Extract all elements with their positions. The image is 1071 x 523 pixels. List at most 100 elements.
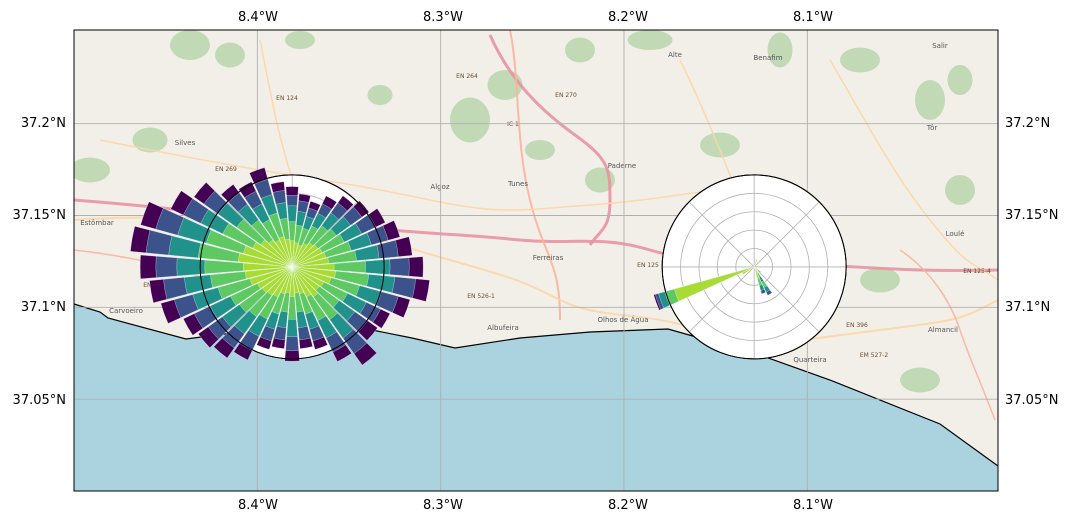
vegetation-patch bbox=[840, 47, 880, 73]
vegetation-patch bbox=[900, 367, 940, 393]
place-label: Carvoeiro bbox=[109, 307, 143, 315]
vegetation-patch bbox=[565, 37, 595, 63]
rose-bar bbox=[292, 266, 299, 294]
vegetation-patch bbox=[700, 132, 740, 158]
vegetation-patch bbox=[367, 85, 393, 105]
road bbox=[488, 34, 612, 246]
rose-spoke bbox=[688, 201, 755, 268]
coastline bbox=[74, 303, 998, 467]
rose-bar bbox=[249, 266, 293, 286]
place-label: Benafim bbox=[753, 54, 782, 62]
rose-bar bbox=[754, 266, 759, 271]
rose-outline bbox=[199, 174, 385, 360]
rose-bar bbox=[262, 266, 293, 293]
rose-bar bbox=[275, 239, 293, 268]
vegetation-patch bbox=[132, 127, 168, 153]
vegetation-patch bbox=[525, 140, 555, 160]
rose-bar bbox=[292, 266, 332, 284]
rose-bar bbox=[285, 266, 293, 294]
place-label: Estômbar bbox=[80, 219, 114, 227]
place-label: Paderne bbox=[608, 162, 636, 170]
road bbox=[829, 59, 998, 281]
rose-bar bbox=[292, 263, 335, 271]
place-label: Ferreiras bbox=[533, 254, 564, 262]
rose-bar bbox=[292, 266, 336, 279]
tick-right-2: 37.15°N bbox=[1005, 208, 1058, 223]
tick-top-1: 8.4°W bbox=[238, 10, 278, 25]
lat-ticks-right: 37.2°N 37.15°N 37.1°N 37.05°N bbox=[1005, 116, 1058, 408]
rose-bar bbox=[292, 266, 320, 291]
rose-bar bbox=[245, 266, 293, 279]
rose-bar bbox=[292, 252, 327, 268]
place-label: Olhos de Água bbox=[598, 315, 649, 324]
rose-bar bbox=[292, 247, 323, 268]
road-label: EN 526-1 bbox=[467, 293, 495, 300]
rose-bar bbox=[238, 253, 293, 268]
lon-ticks-top: 8.4°W 8.3°W 8.2°W 8.1°W bbox=[238, 10, 833, 25]
rose-spoke bbox=[753, 266, 820, 333]
rose-bar bbox=[284, 238, 293, 267]
rose-bar bbox=[292, 244, 302, 267]
place-label: Quarteira bbox=[793, 356, 826, 364]
rose-bar bbox=[243, 245, 293, 268]
road bbox=[899, 249, 996, 421]
rose-bar bbox=[674, 266, 755, 302]
rose-bar bbox=[292, 242, 299, 267]
rose-bar bbox=[292, 242, 314, 268]
road-label: EN 125 bbox=[637, 262, 659, 269]
rose-bar bbox=[292, 266, 304, 295]
place-label: Almancil bbox=[928, 326, 958, 334]
rose-bar bbox=[268, 239, 293, 268]
tick-bottom-1: 8.4°W bbox=[238, 498, 278, 513]
rose-bar bbox=[278, 236, 293, 267]
rose-bar bbox=[292, 266, 319, 298]
tick-right-4: 37.05°N bbox=[1005, 393, 1058, 408]
place-label: Tunes bbox=[507, 180, 528, 188]
rose-west bbox=[130, 167, 430, 366]
road-label: IC 1 bbox=[507, 121, 519, 128]
vegetation-patch bbox=[74, 157, 110, 183]
rose-bar bbox=[267, 266, 293, 296]
tick-top-4: 8.1°W bbox=[793, 10, 833, 25]
road-label: EN 270 bbox=[555, 92, 577, 99]
place-label: Loulé bbox=[946, 230, 965, 238]
place-label: Albufeira bbox=[487, 324, 519, 332]
road bbox=[99, 139, 761, 211]
rose-outline bbox=[661, 174, 847, 360]
rose-bar bbox=[292, 257, 329, 268]
rose-bar bbox=[289, 240, 295, 267]
rose-bar bbox=[243, 262, 293, 271]
rose-bar bbox=[260, 239, 293, 268]
map-frame bbox=[73, 29, 999, 492]
tick-left-2: 37.15°N bbox=[13, 208, 66, 223]
vegetation-patch bbox=[215, 42, 245, 68]
vegetation-patch bbox=[915, 80, 945, 120]
vegetation-patch bbox=[947, 65, 973, 95]
rose-bar bbox=[280, 266, 293, 295]
tick-bottom-2: 8.3°W bbox=[423, 498, 463, 513]
tick-right-1: 37.2°N bbox=[1005, 116, 1050, 131]
place-label: Tôr bbox=[926, 124, 938, 132]
vegetation-patch bbox=[170, 30, 210, 60]
tick-top-3: 8.2°W bbox=[608, 10, 648, 25]
vegetation-patch bbox=[860, 267, 900, 293]
rose-bar bbox=[273, 266, 293, 298]
road bbox=[509, 30, 561, 321]
road-label: EN 264 bbox=[456, 73, 478, 80]
rose-bar bbox=[742, 266, 755, 275]
rose-bar bbox=[289, 266, 295, 297]
tick-left-1: 37.2°N bbox=[21, 116, 66, 131]
place-label: Salir bbox=[932, 42, 948, 50]
rose-spoke bbox=[753, 201, 820, 268]
vegetation-patches bbox=[74, 30, 975, 393]
tick-left-3: 37.1°N bbox=[21, 300, 66, 315]
rose-east bbox=[653, 174, 847, 360]
road-label: EN 125-4 bbox=[963, 268, 991, 275]
tick-right-3: 37.1°N bbox=[1005, 300, 1050, 315]
vegetation-patch bbox=[627, 30, 673, 50]
road-label: EM 527-2 bbox=[860, 352, 888, 359]
rose-bar bbox=[292, 266, 324, 287]
vegetation-patch bbox=[450, 97, 490, 143]
road-label: EN 269 bbox=[215, 166, 237, 173]
lat-ticks-left: 37.2°N 37.15°N 37.1°N 37.05°N bbox=[13, 116, 66, 408]
